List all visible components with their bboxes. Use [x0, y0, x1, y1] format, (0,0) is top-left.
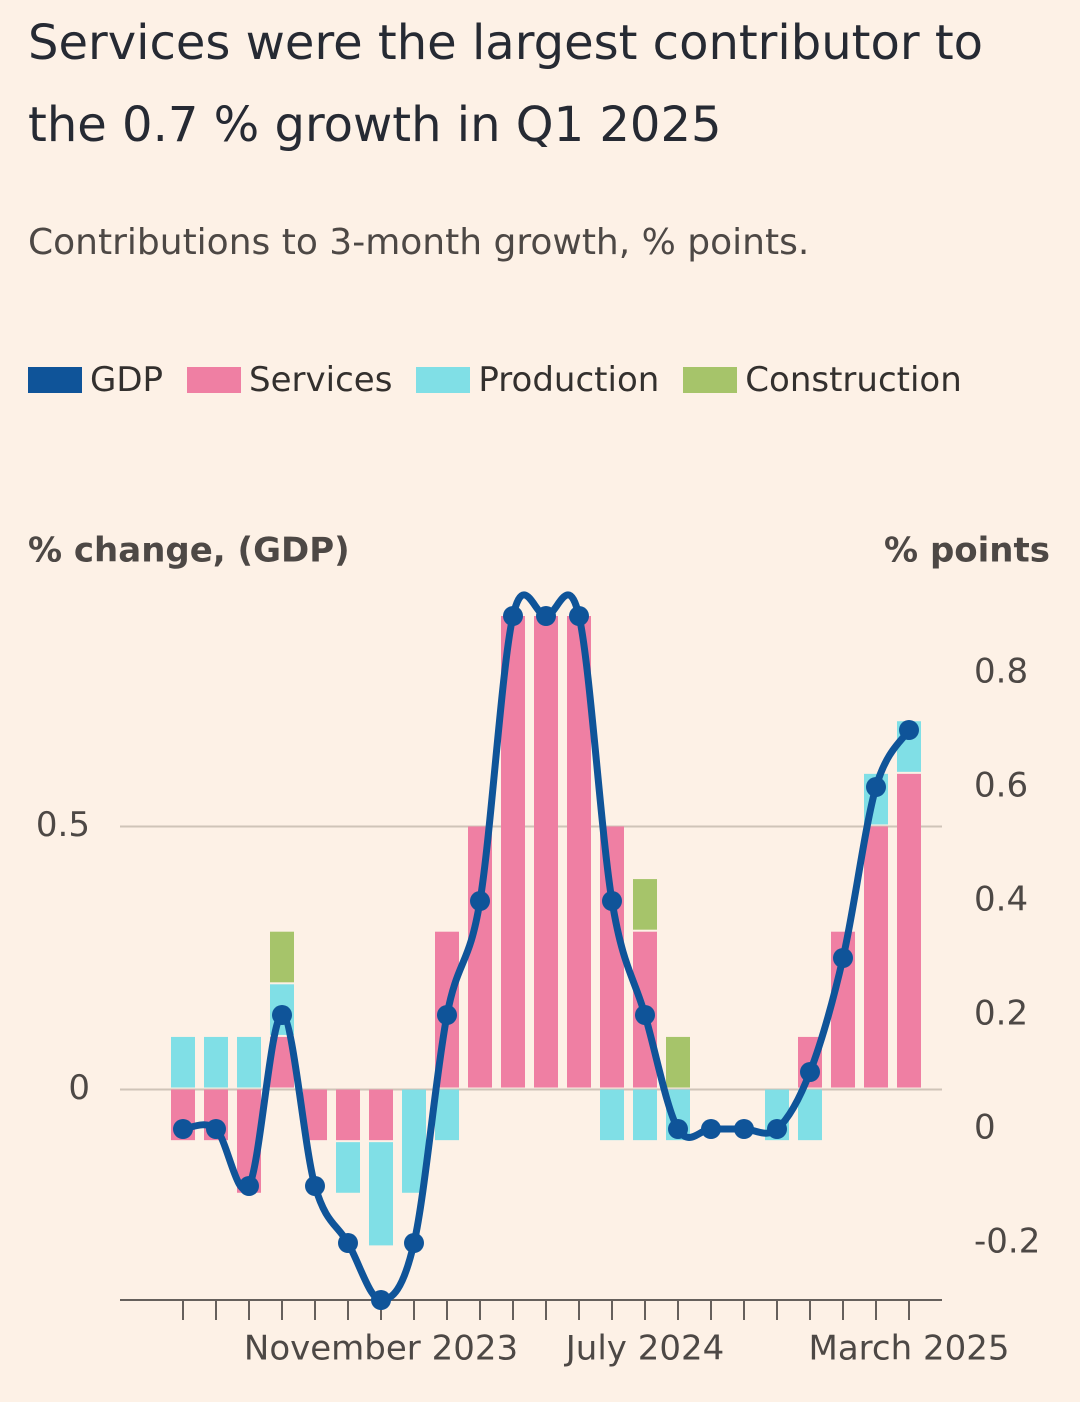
- legend-label: Construction: [745, 360, 962, 400]
- bar: [633, 1089, 657, 1141]
- bar: [204, 1036, 228, 1088]
- gdp-point: [503, 606, 523, 626]
- legend-label: Production: [478, 360, 660, 400]
- bar: [336, 1089, 360, 1141]
- gdp-point: [767, 1119, 787, 1139]
- legend-item: Production: [416, 360, 659, 400]
- gdp-point: [866, 777, 886, 797]
- gdp-point: [437, 1005, 457, 1025]
- legend-item: Services: [187, 360, 392, 400]
- y2-tick-label: 0.4: [974, 880, 1028, 920]
- y-tick-label: 0: [68, 1068, 90, 1108]
- bar: [369, 1089, 393, 1141]
- bar: [534, 616, 558, 1088]
- bar: [633, 879, 657, 930]
- bar: [468, 826, 492, 1088]
- legend-swatch: [416, 367, 471, 393]
- gdp-point: [833, 948, 853, 968]
- gdp-point: [668, 1119, 688, 1139]
- y2-tick-label: 0.6: [974, 766, 1028, 806]
- legend-item: Construction: [683, 360, 962, 400]
- bar: [897, 773, 921, 1088]
- chart-subtitle: Contributions to 3-month growth, % point…: [28, 222, 810, 263]
- y-axis-title: % change, (GDP): [28, 531, 350, 571]
- bar: [666, 1036, 690, 1088]
- legend-swatch: [683, 367, 738, 393]
- gdp-point: [338, 1233, 358, 1253]
- bar: [864, 826, 888, 1088]
- legend-swatch: [28, 367, 82, 393]
- gdp-point: [470, 891, 490, 911]
- gdp-point: [734, 1119, 754, 1139]
- y2-tick-label: 0.8: [974, 652, 1028, 692]
- gdp-point: [536, 606, 556, 626]
- bar: [600, 826, 624, 1088]
- gdp-point: [272, 1005, 292, 1025]
- gdp-point: [371, 1290, 391, 1310]
- gdp-point: [305, 1176, 325, 1196]
- gdp-point: [404, 1233, 424, 1253]
- y-tick-label: 0.5: [36, 805, 90, 845]
- legend-swatch: [187, 367, 242, 393]
- x-tick-label: November 2023: [244, 1329, 518, 1369]
- x-tick-label: March 2025: [809, 1329, 1010, 1369]
- bar: [435, 1089, 459, 1141]
- legend-item: GDP: [28, 360, 163, 400]
- gdp-point: [899, 720, 919, 740]
- x-tick-label: July 2024: [564, 1329, 724, 1369]
- chart-title: Services were the largest contributor to…: [28, 15, 984, 153]
- gdp-point: [239, 1176, 259, 1196]
- bar: [237, 1036, 261, 1088]
- gdp-point: [635, 1005, 655, 1025]
- gdp-point: [569, 606, 589, 626]
- gdp-point: [701, 1119, 721, 1139]
- bar: [270, 931, 294, 983]
- gdp-point: [206, 1119, 226, 1139]
- y2-axis-title: % points: [884, 531, 1050, 571]
- gdp-point: [173, 1119, 193, 1139]
- legend: GDP Services Production Construction: [28, 360, 986, 400]
- gdp-point: [602, 891, 622, 911]
- y2-tick-label: -0.2: [974, 1222, 1040, 1262]
- bar: [336, 1142, 360, 1193]
- bar: [600, 1089, 624, 1141]
- legend-label: Services: [249, 360, 393, 400]
- bar: [171, 1036, 195, 1088]
- legend-label: GDP: [90, 360, 164, 400]
- y2-tick-label: 0: [974, 1108, 996, 1148]
- bar: [369, 1142, 393, 1246]
- gdp-point: [800, 1062, 820, 1082]
- y2-tick-label: 0.2: [974, 994, 1028, 1034]
